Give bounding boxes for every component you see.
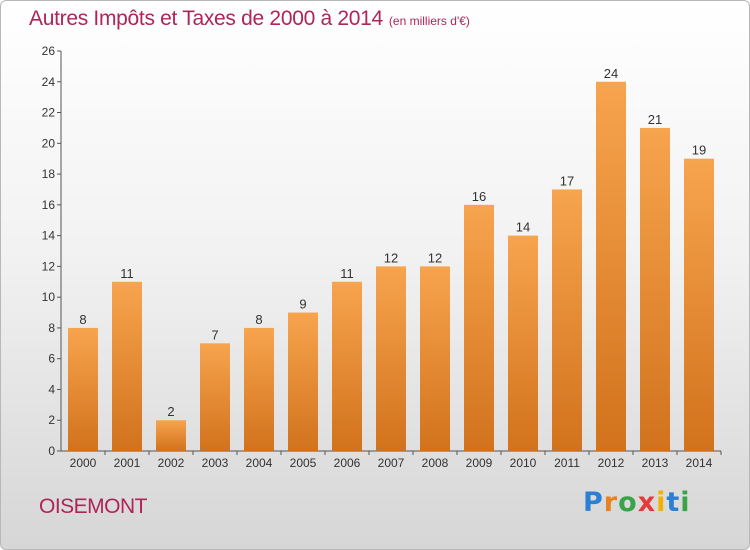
bar bbox=[464, 204, 494, 451]
data-labels: 2000 8 2001 11 2002 2 2003 7 2004 8 2005 9 2006 11 200… bbox=[70, 66, 713, 470]
data-label: 24 bbox=[604, 66, 618, 81]
x-tick-label: 2012 bbox=[598, 456, 625, 470]
y-tick-label: 4 bbox=[48, 382, 55, 396]
bar bbox=[420, 266, 450, 451]
data-label: 21 bbox=[648, 112, 662, 127]
y-tick-label: 10 bbox=[42, 290, 56, 304]
data-label: 2 bbox=[167, 404, 174, 419]
data-label: 17 bbox=[560, 173, 574, 188]
data-label: 11 bbox=[340, 266, 354, 281]
data-label: 8 bbox=[79, 312, 86, 327]
bar bbox=[376, 266, 406, 451]
logo-letter: t bbox=[666, 487, 681, 518]
commune-name: OISEMONT bbox=[39, 495, 148, 518]
logo-letter: o bbox=[618, 487, 638, 518]
bar bbox=[68, 327, 98, 451]
x-tick-label: 2003 bbox=[202, 456, 229, 470]
x-tick-label: 2006 bbox=[334, 456, 361, 470]
bar bbox=[112, 281, 142, 451]
bar bbox=[200, 343, 230, 451]
x-tick-label: 2004 bbox=[246, 456, 273, 470]
bar bbox=[244, 327, 274, 451]
y-tick-label: 14 bbox=[42, 229, 56, 243]
bars bbox=[68, 81, 714, 452]
x-tick-label: 2008 bbox=[422, 456, 449, 470]
x-tick-label: 2011 bbox=[554, 456, 580, 470]
x-tick-label: 2007 bbox=[378, 456, 405, 470]
bar bbox=[640, 127, 670, 451]
y-tick-label: 2 bbox=[48, 413, 55, 427]
y-tick-label: 6 bbox=[48, 352, 55, 366]
logo-letter: i bbox=[680, 487, 691, 518]
data-label: 19 bbox=[692, 143, 706, 158]
bar bbox=[156, 420, 186, 451]
bar bbox=[684, 158, 714, 451]
y-tick-label: 8 bbox=[48, 321, 55, 335]
proxiti-logo: Proxiti bbox=[583, 487, 691, 518]
logo-letter: x bbox=[637, 487, 657, 518]
data-label: 12 bbox=[428, 250, 442, 265]
title-main: Autres Impôts et Taxes de 2000 à 2014 bbox=[29, 7, 383, 30]
data-label: 11 bbox=[120, 266, 134, 281]
y-tick-label: 26 bbox=[42, 44, 56, 58]
y-tick-label: 24 bbox=[42, 75, 56, 89]
bar bbox=[508, 235, 538, 451]
y-tick-label: 20 bbox=[42, 136, 56, 150]
y-tick-label: 0 bbox=[48, 444, 55, 458]
x-tick-label: 2009 bbox=[466, 456, 493, 470]
y-tick-label: 12 bbox=[42, 259, 56, 273]
data-label: 8 bbox=[255, 312, 262, 327]
x-tick-label: 2000 bbox=[70, 456, 97, 470]
chart-title: Autres Impôts et Taxes de 2000 à 2014 (en… bbox=[29, 7, 470, 31]
y-tick-label: 22 bbox=[42, 106, 56, 120]
logo-letter: r bbox=[603, 487, 619, 518]
data-label: 9 bbox=[299, 297, 306, 312]
title-unit: (en milliers d'€) bbox=[388, 14, 470, 28]
data-label: 14 bbox=[516, 220, 530, 235]
x-tick-label: 2005 bbox=[290, 456, 317, 470]
x-tick-label: 2002 bbox=[158, 456, 185, 470]
bar bbox=[596, 81, 626, 452]
x-tick-label: 2014 bbox=[686, 456, 713, 470]
logo-letter: i bbox=[656, 487, 667, 518]
logo-letter: P bbox=[583, 487, 604, 518]
x-tick-label: 2013 bbox=[642, 456, 669, 470]
data-label: 7 bbox=[211, 327, 218, 342]
data-label: 12 bbox=[384, 250, 398, 265]
x-tick-label: 2010 bbox=[510, 456, 537, 470]
x-tick-label: 2001 bbox=[114, 456, 141, 470]
bar bbox=[332, 281, 362, 451]
bar bbox=[552, 189, 582, 451]
data-label: 16 bbox=[472, 189, 486, 204]
y-tick-label: 18 bbox=[42, 167, 56, 181]
bar bbox=[288, 312, 318, 451]
y-tick-label: 16 bbox=[42, 198, 56, 212]
